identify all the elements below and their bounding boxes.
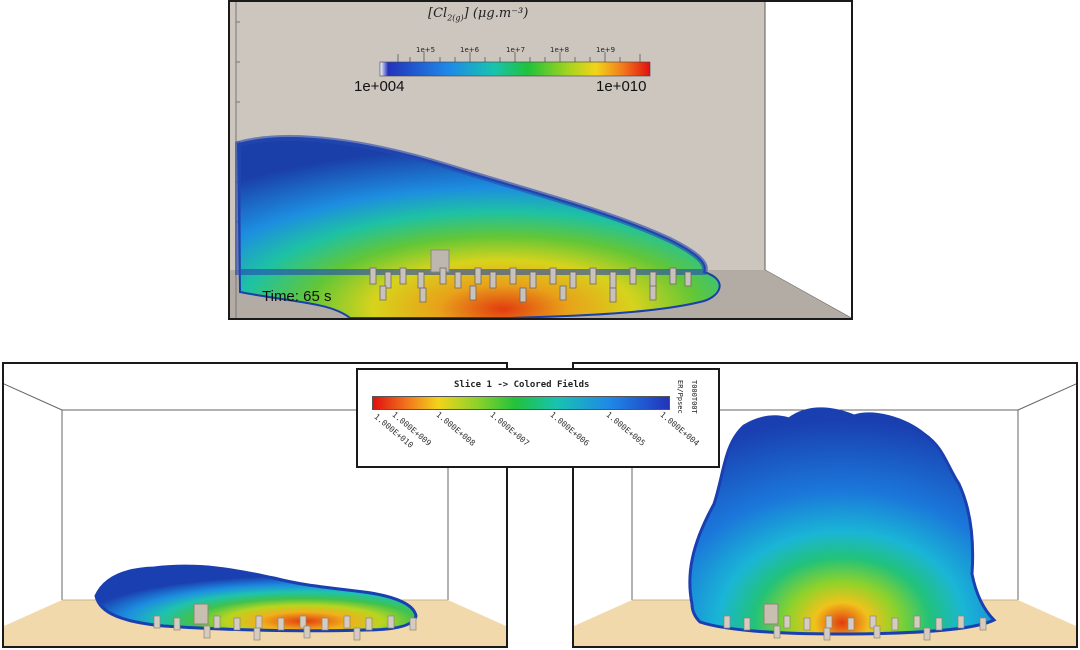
building-blocks <box>369 267 692 303</box>
colorbar-tick: 1e+5 <box>416 46 436 54</box>
chlorine-plume <box>688 407 997 636</box>
top-colorbar-title: [Cl2(g)] (μg.m⁻³) <box>428 6 529 23</box>
top-colorbar <box>379 61 651 77</box>
bottom-left-3d-render <box>4 383 506 646</box>
top-3d-render <box>230 2 851 318</box>
slice-side-label: T000T00T <box>690 380 698 414</box>
time-label: Time: 65 s <box>262 288 332 305</box>
chlorine-plume <box>94 564 418 633</box>
slice-tick: 1.000E+004 <box>658 410 701 448</box>
building-blocks <box>153 615 417 641</box>
slice-tick: 1.000E+007 <box>488 410 531 448</box>
colorbar-max-label: 1e+010 <box>596 78 647 95</box>
slice-legend-box: Slice 1 -> Colored Fields ER/Ppsec T000T… <box>356 368 720 468</box>
slice-tick: 1.000E+008 <box>434 410 477 448</box>
colorbar-tick: 1e+7 <box>506 46 526 54</box>
slice-tick: 1.000E+005 <box>604 410 647 448</box>
colorbar-min-label: 1e+004 <box>354 78 405 95</box>
colorbar-tick: 1e+8 <box>550 46 570 54</box>
slice-side-label: ER/Ppsec <box>676 380 684 414</box>
slice-colorbar <box>372 396 670 410</box>
bottom-right-3d-render <box>574 383 1076 646</box>
colorbar-tick: 1e+9 <box>596 46 616 54</box>
top-simulation-panel: [Cl2(g)] (μg.m⁻³) 1e+5 1e+6 1e+7 1e+8 1e… <box>228 0 853 320</box>
slice-tick: 1.000E+006 <box>548 410 591 448</box>
colorbar-tick: 1e+6 <box>460 46 480 54</box>
building-blocks <box>723 615 987 641</box>
slice-legend-title: Slice 1 -> Colored Fields <box>454 380 590 390</box>
